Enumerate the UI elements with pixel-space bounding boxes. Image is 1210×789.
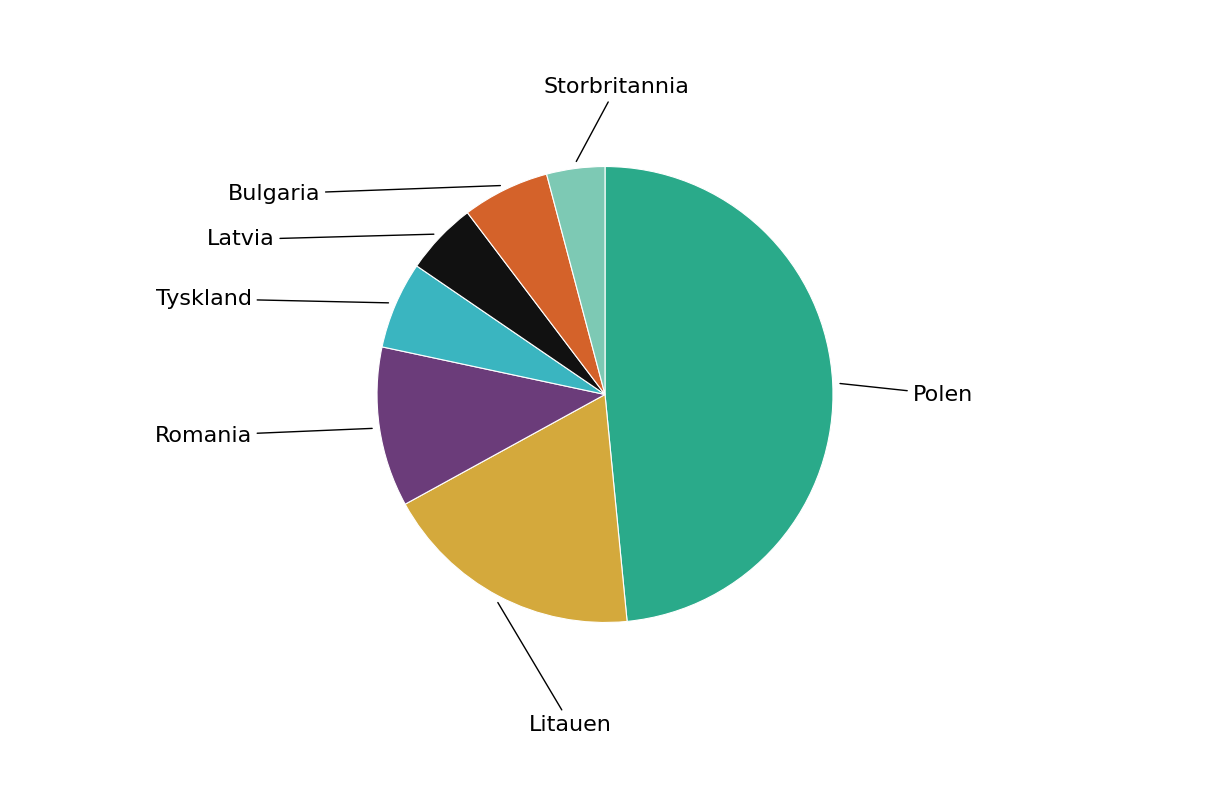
- Text: Litauen: Litauen: [497, 603, 612, 735]
- Text: Storbritannia: Storbritannia: [543, 77, 690, 162]
- Wedge shape: [547, 166, 605, 394]
- Text: Romania: Romania: [155, 425, 373, 446]
- Text: Polen: Polen: [840, 383, 973, 405]
- Wedge shape: [378, 347, 605, 504]
- Wedge shape: [405, 394, 627, 623]
- Wedge shape: [467, 174, 605, 394]
- Wedge shape: [416, 213, 605, 394]
- Text: Latvia: Latvia: [207, 230, 434, 249]
- Wedge shape: [382, 266, 605, 394]
- Text: Bulgaria: Bulgaria: [227, 184, 501, 204]
- Text: Tyskland: Tyskland: [156, 289, 388, 308]
- Wedge shape: [605, 166, 832, 622]
